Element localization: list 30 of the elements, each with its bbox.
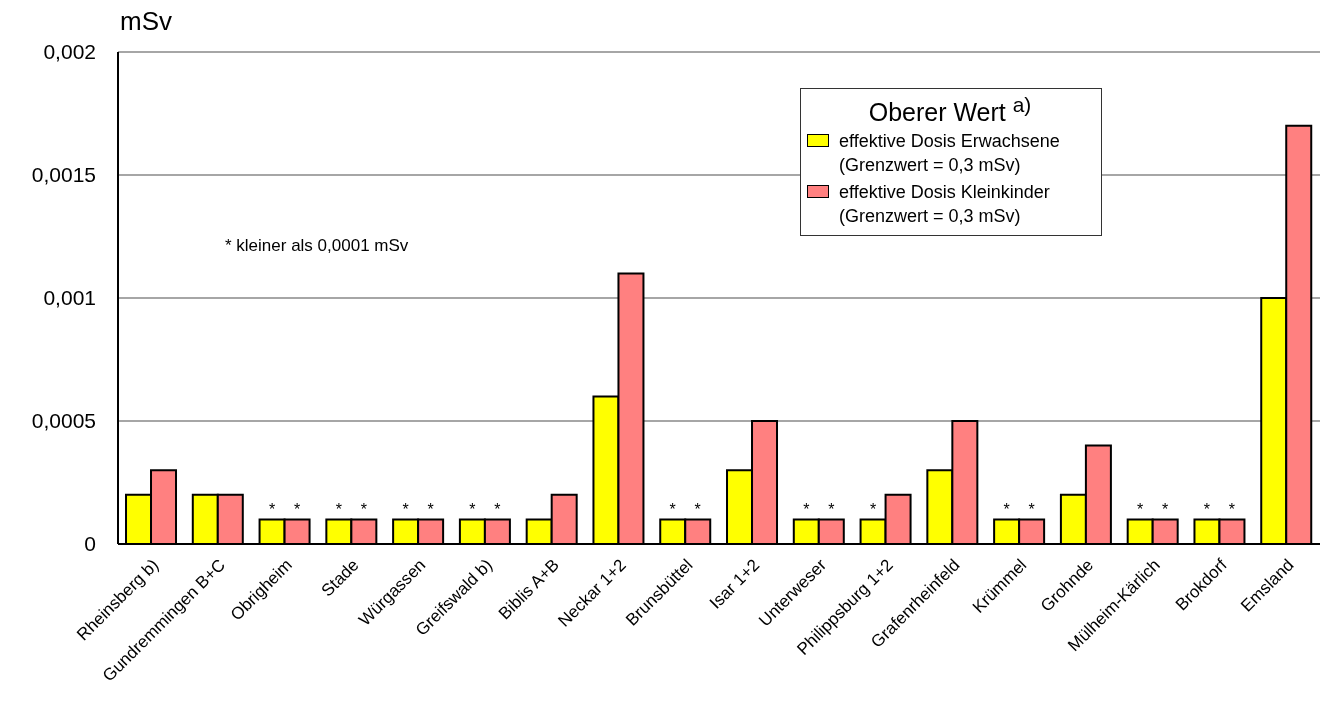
data-label: * [360,501,367,519]
data-label: * [1137,501,1144,519]
y-axis-title: mSv [120,6,172,37]
y-tick-label: 0,002 [43,40,96,64]
legend-title: Oberer Wert $^{a)}$ [867,93,1033,128]
legend-label: effektive Dosis Erwachsene (Grenzwert = 0,3 mSv) [839,130,1060,178]
y-tick-label: 0,0015 [31,163,96,187]
y-tick-label: 0 [84,532,96,556]
annotation: * kleiner als 0,0001 mSv [225,236,409,256]
data-label: * [469,501,476,519]
data-label: * [293,501,301,519]
data-label: * [869,501,877,519]
data-label: * [402,501,409,519]
data-label: * [1003,501,1010,519]
data-label: * [494,501,501,519]
data-label: * [427,501,434,519]
data-label: * [1228,501,1236,519]
x-tick-label: Isar 1+2 [706,555,764,613]
data-label: * [1203,501,1211,519]
data-label: * [803,501,810,519]
data-label: * [828,501,835,519]
data-label: * [694,501,701,519]
data-label: * [1028,501,1035,519]
y-tick-label: 0,001 [43,286,96,310]
data-label: * [1162,501,1169,519]
legend-label: effektive Dosis Kleinkinder (Grenzwert = 0,3 mSv) [839,181,1050,229]
data-label: * [268,501,276,519]
data-label: * [335,501,342,519]
data-label: * [669,501,676,519]
y-tick-label: 0,0005 [31,409,96,433]
